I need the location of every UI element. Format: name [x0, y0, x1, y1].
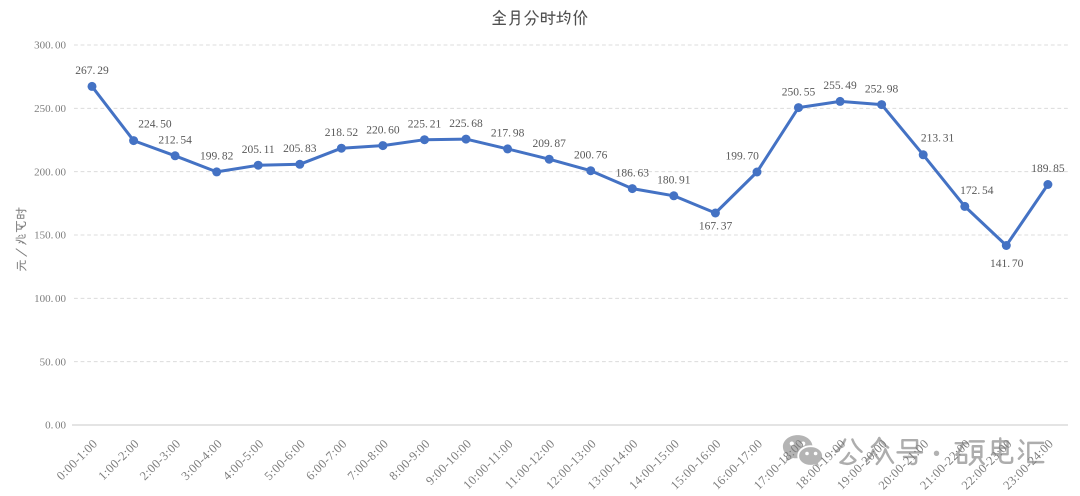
svg-text:100.00: 100. 00 [34, 293, 66, 305]
svg-text:200.76: 200. 76 [574, 149, 608, 161]
svg-text:209.87: 209. 87 [532, 138, 566, 150]
svg-text:225.68: 225. 68 [449, 118, 483, 130]
svg-text:141.70: 141. 70 [990, 258, 1024, 270]
svg-text:180.91: 180. 91 [657, 175, 691, 187]
svg-text:0.00: 0. 00 [45, 420, 66, 432]
svg-text:300.00: 300. 00 [34, 40, 66, 52]
svg-text:172.54: 172. 54 [960, 185, 994, 197]
svg-text:250.00: 250. 00 [34, 103, 66, 115]
svg-text:189.85: 189. 85 [1031, 163, 1065, 175]
svg-text:205.83: 205. 83 [283, 143, 317, 155]
svg-text:225.21: 225. 21 [408, 118, 442, 130]
svg-text:217.98: 217. 98 [491, 128, 525, 140]
svg-text:220.60: 220. 60 [366, 124, 400, 136]
svg-text:50.00: 50. 00 [40, 356, 67, 368]
svg-text:205.11: 205. 11 [242, 144, 275, 156]
svg-text:200.00: 200. 00 [34, 166, 66, 178]
svg-text:167.37: 167. 37 [699, 220, 733, 232]
svg-text:212.54: 212. 54 [158, 135, 192, 147]
svg-text:199.70: 199. 70 [725, 150, 759, 162]
svg-text:213.31: 213. 31 [921, 133, 955, 145]
svg-text:267.29: 267. 29 [75, 65, 109, 77]
svg-text:218.52: 218. 52 [325, 127, 359, 139]
svg-text:252.98: 252. 98 [865, 83, 899, 95]
svg-text:255.49: 255. 49 [823, 80, 857, 92]
svg-text:199.82: 199. 82 [200, 151, 234, 163]
svg-text:250.55: 250. 55 [782, 86, 816, 98]
svg-text:150.00: 150. 00 [34, 230, 66, 242]
svg-text:224.50: 224. 50 [138, 119, 172, 131]
svg-text:186.63: 186. 63 [616, 167, 650, 179]
